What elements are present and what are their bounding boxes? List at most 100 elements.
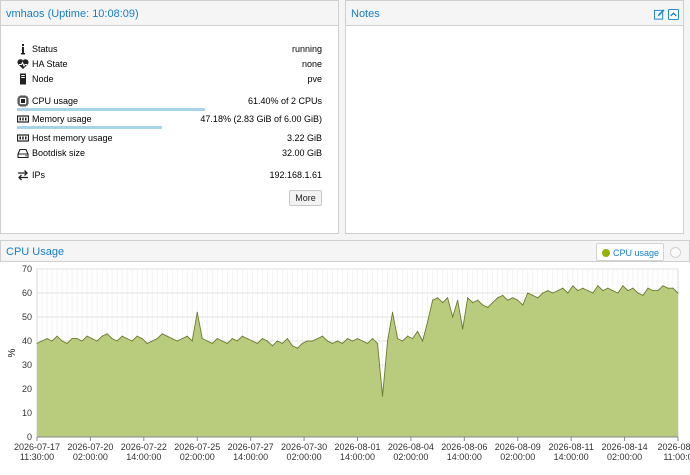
data-point (356, 338, 359, 340)
data-point (396, 338, 399, 340)
data-point (457, 299, 459, 301)
cpu-usage-title: CPU Usage (6, 246, 65, 258)
y-tick-label: 40 (22, 336, 32, 346)
data-point (507, 299, 509, 301)
data-point (321, 335, 324, 337)
data-point (482, 304, 484, 306)
server-icon (20, 73, 26, 85)
more-button[interactable]: More (289, 190, 322, 206)
status-value: none (301, 59, 322, 69)
data-point (161, 333, 163, 335)
data-point (106, 333, 108, 335)
data-point (261, 338, 263, 340)
x-tick-label: 02:00:00 (73, 452, 108, 462)
data-point (206, 340, 208, 342)
data-point (346, 338, 349, 340)
x-tick-label: 14:00:00 (233, 452, 268, 462)
data-point (627, 290, 629, 292)
data-point (677, 292, 679, 294)
data-point (532, 294, 534, 296)
status-panel: vmhaos (Uptime: 10:08:09) Status running H… (0, 0, 339, 234)
data-point (56, 335, 58, 337)
data-point (191, 340, 193, 342)
status-row-memory-usage: Memory usage 47.18% (2.83 GiB of 6.00 GiB… (17, 113, 322, 129)
data-point (226, 342, 228, 344)
cpu-icon (17, 95, 29, 107)
data-point (602, 290, 604, 292)
data-point (336, 340, 339, 342)
x-tick-label: 11:30:00 (20, 452, 54, 462)
data-point (276, 340, 278, 342)
data-point (567, 292, 569, 294)
data-point (311, 340, 314, 342)
data-point (542, 292, 544, 294)
data-point (166, 335, 168, 337)
data-point (562, 287, 564, 289)
status-row-status: Status running (17, 43, 322, 55)
status-label: CPU usage (32, 96, 79, 106)
x-tick-label: 2026-08-11 (548, 442, 593, 452)
x-tick-label: 2026-08-0 (657, 442, 690, 452)
data-point (522, 304, 524, 306)
data-point (101, 335, 103, 337)
data-point (216, 338, 218, 340)
data-point (632, 287, 634, 289)
data-point (672, 287, 674, 289)
status-label: HA State (32, 59, 68, 69)
data-point (256, 342, 258, 344)
data-point (236, 340, 238, 342)
notes-panel: Notes (345, 0, 684, 234)
data-point (647, 287, 649, 289)
data-point (51, 340, 53, 342)
x-tick-label: 2026-07-25 (174, 442, 220, 452)
x-tick-label: 11:00:0 (663, 452, 690, 462)
edit-icon[interactable] (654, 9, 665, 20)
data-point (341, 342, 344, 344)
data-point (306, 340, 309, 342)
data-point (502, 294, 504, 296)
status-label: IPs (32, 170, 46, 180)
legend-item-cpu-usage[interactable]: CPU usage (596, 243, 664, 261)
data-point (86, 335, 88, 337)
data-point (582, 287, 584, 289)
y-tick-label: 50 (22, 312, 32, 322)
data-point (241, 335, 243, 337)
data-point (607, 287, 609, 289)
data-point (46, 338, 48, 340)
notes-content[interactable] (346, 27, 683, 233)
data-point (96, 340, 98, 342)
x-tick-label: 02:00:00 (180, 452, 215, 462)
cpu-usage-area (37, 285, 678, 437)
legend-toggle-icon[interactable] (670, 247, 681, 258)
status-value: 47.18% (2.83 GiB of 6.00 GiB) (200, 114, 322, 124)
chevron-up-icon[interactable] (668, 9, 679, 20)
exchange-icon (18, 170, 28, 181)
y-tick-label: 30 (22, 360, 32, 370)
data-point (361, 340, 364, 342)
data-point (201, 338, 203, 340)
x-tick-label: 02:00:00 (607, 452, 642, 462)
x-tick-label: 2026-07-17 (14, 442, 60, 452)
data-point (517, 299, 519, 301)
memory-icon (17, 134, 29, 142)
data-point (617, 292, 619, 294)
data-point (221, 340, 223, 342)
data-point (452, 316, 454, 318)
data-point (136, 335, 138, 337)
data-point (612, 290, 614, 292)
data-point (386, 340, 389, 342)
data-point (156, 338, 158, 340)
status-label: Node (32, 74, 54, 84)
x-tick-label: 2026-08-14 (602, 442, 648, 452)
x-tick-label: 14:00:00 (447, 452, 482, 462)
data-point (271, 345, 273, 347)
data-point (171, 338, 173, 340)
data-point (572, 285, 574, 287)
x-tick-label: 14:00:00 (340, 452, 375, 462)
data-point (371, 338, 374, 340)
data-point (176, 340, 178, 342)
data-point (552, 292, 554, 294)
x-tick-label: 02:00:00 (500, 452, 535, 462)
data-point (61, 340, 63, 342)
